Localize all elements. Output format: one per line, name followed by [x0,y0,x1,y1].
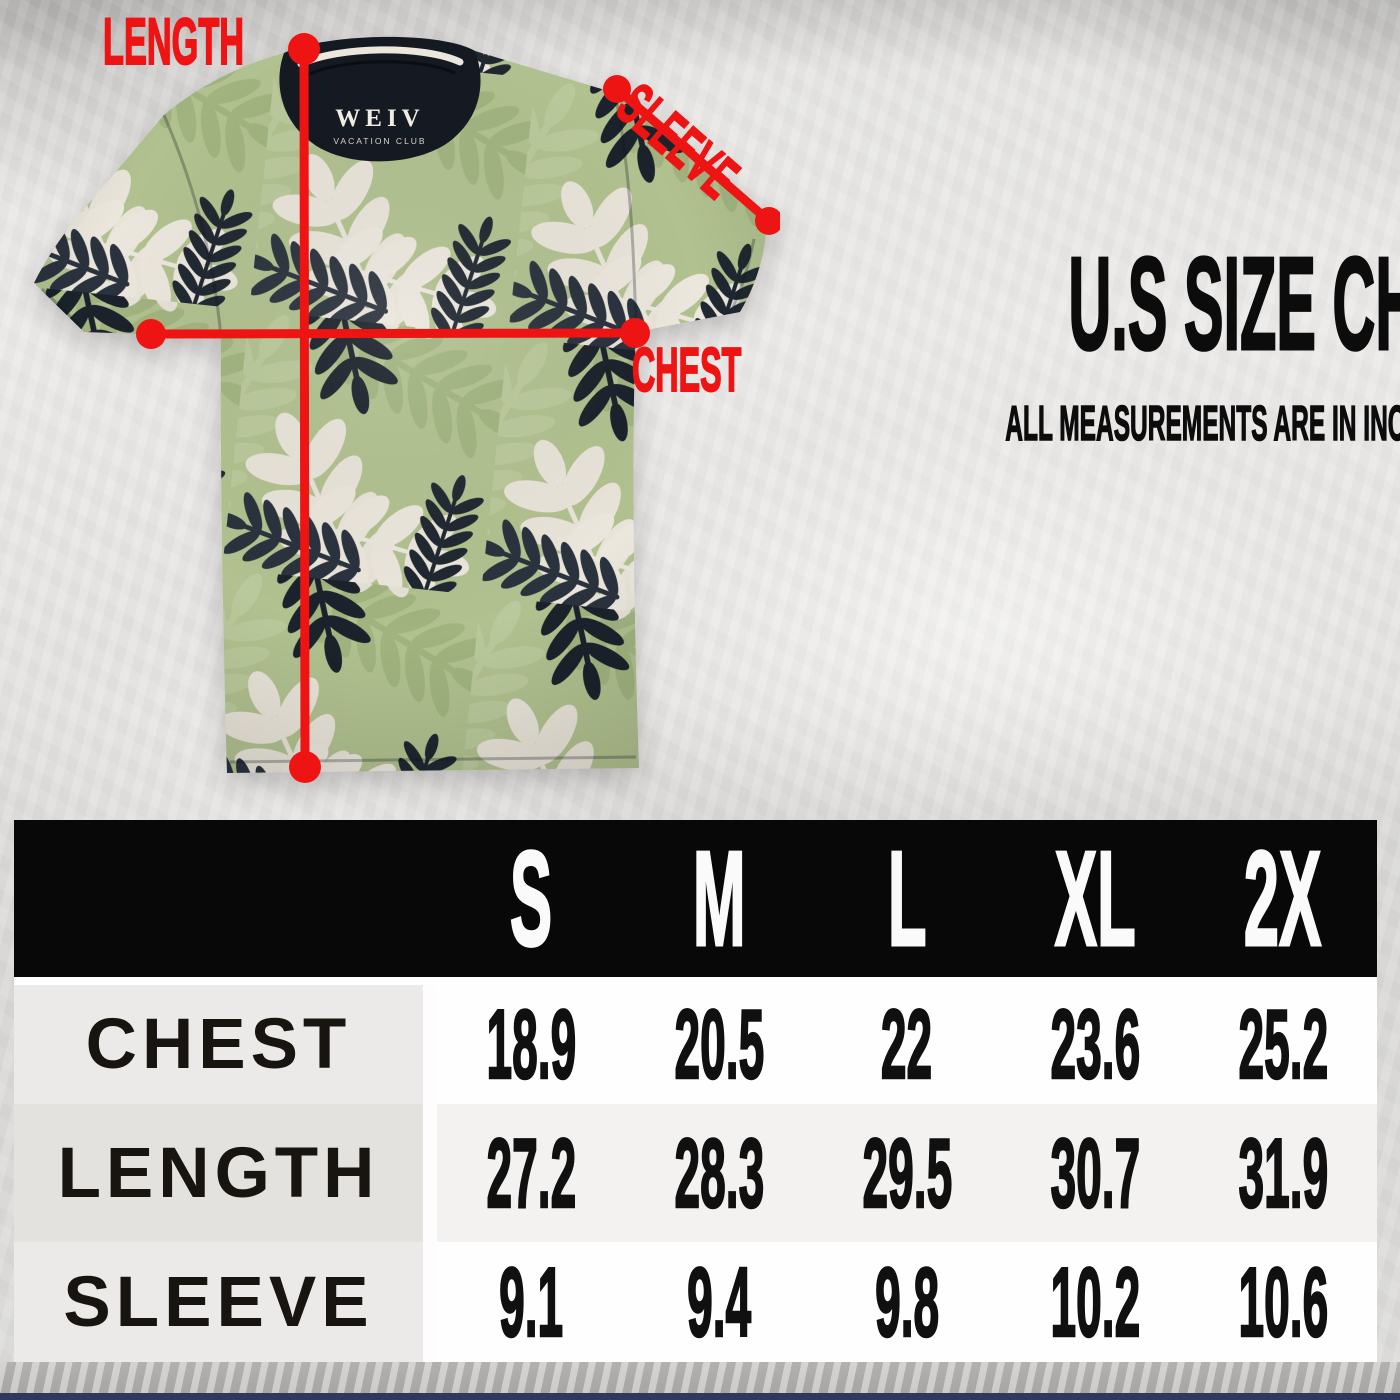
table-row-sleeve: SLEEVE 9.1 9.4 9.8 10.2 10.6 [14,1242,1377,1362]
chest-xl-cell: 23.6 [1050,988,1141,1101]
table-header-row: S M L XL 2X [14,820,1377,977]
brand-label: WEIV [335,105,424,132]
row-label-length: LENGTH [14,1104,437,1242]
page-title: U.S SIZE CHART [1068,230,1400,377]
measurement-lines [136,33,780,783]
length-s-cell: 27.2 [486,1116,577,1229]
size-table: S M L XL 2X CHEST 18.9 20.5 22 23.6 25.2… [14,820,1377,1362]
row-label-chest: CHEST [14,985,437,1104]
column-header-s: S [509,822,553,976]
length-m-cell: 28.3 [674,1116,765,1229]
sleeve-dot-top [603,75,631,103]
sleeve-xl-cell: 10.2 [1050,1245,1141,1358]
header-divider [14,977,1377,985]
sleeve-m-cell: 9.4 [686,1245,752,1358]
sleeve-s-cell: 9.1 [498,1245,564,1358]
length-xl-cell: 30.7 [1050,1116,1141,1229]
page-subtitle: ALL MEASUREMENTS ARE IN INCHES [1005,396,1400,452]
chest-line [150,328,636,339]
chest-dot-right [620,318,650,348]
table-corner-cell [14,820,437,977]
chest-2x-cell: 25.2 [1238,988,1329,1101]
length-dot-top [288,33,320,65]
chest-m-cell: 20.5 [674,988,765,1101]
chest-dot-left [136,319,166,349]
length-2x-cell: 31.9 [1238,1116,1329,1229]
sleeve-dot-bottom [755,207,780,235]
tshirt-graphic: WEIV VACATION CLUB [34,33,780,783]
tshirt-body [34,38,766,773]
chest-s-cell: 18.9 [486,988,577,1101]
tshirt-collar: WEIV VACATION CLUB [279,36,481,162]
length-l-cell: 29.5 [862,1116,953,1229]
sleeve-2x-cell: 10.6 [1238,1245,1329,1358]
column-header-m: M [692,822,746,976]
column-header-2x: 2X [1243,822,1322,976]
chest-l-cell: 22 [881,988,933,1101]
bottom-texture-band [0,1362,1400,1393]
sleeve-l-cell: 9.8 [874,1245,940,1358]
row-label-sleeve: SLEEVE [14,1242,437,1362]
title-block: U.S SIZE CHART ALL MEASUREMENTS ARE IN I… [780,230,1400,452]
sleeve-line [614,85,772,225]
length-dot-bottom [289,751,321,783]
column-header-xl: XL [1054,822,1136,976]
column-header-l: L [887,822,927,976]
length-annotation-label: LENGTH [102,4,245,78]
bottom-navy-stripe [0,1393,1400,1400]
length-line [299,45,310,768]
chest-annotation-label: CHEST [631,336,742,405]
table-row-chest: CHEST 18.9 20.5 22 23.6 25.2 [14,985,1377,1104]
table-row-length: LENGTH 27.2 28.3 29.5 30.7 31.9 [14,1104,1377,1242]
brand-sub-label: VACATION CLUB [333,136,426,146]
